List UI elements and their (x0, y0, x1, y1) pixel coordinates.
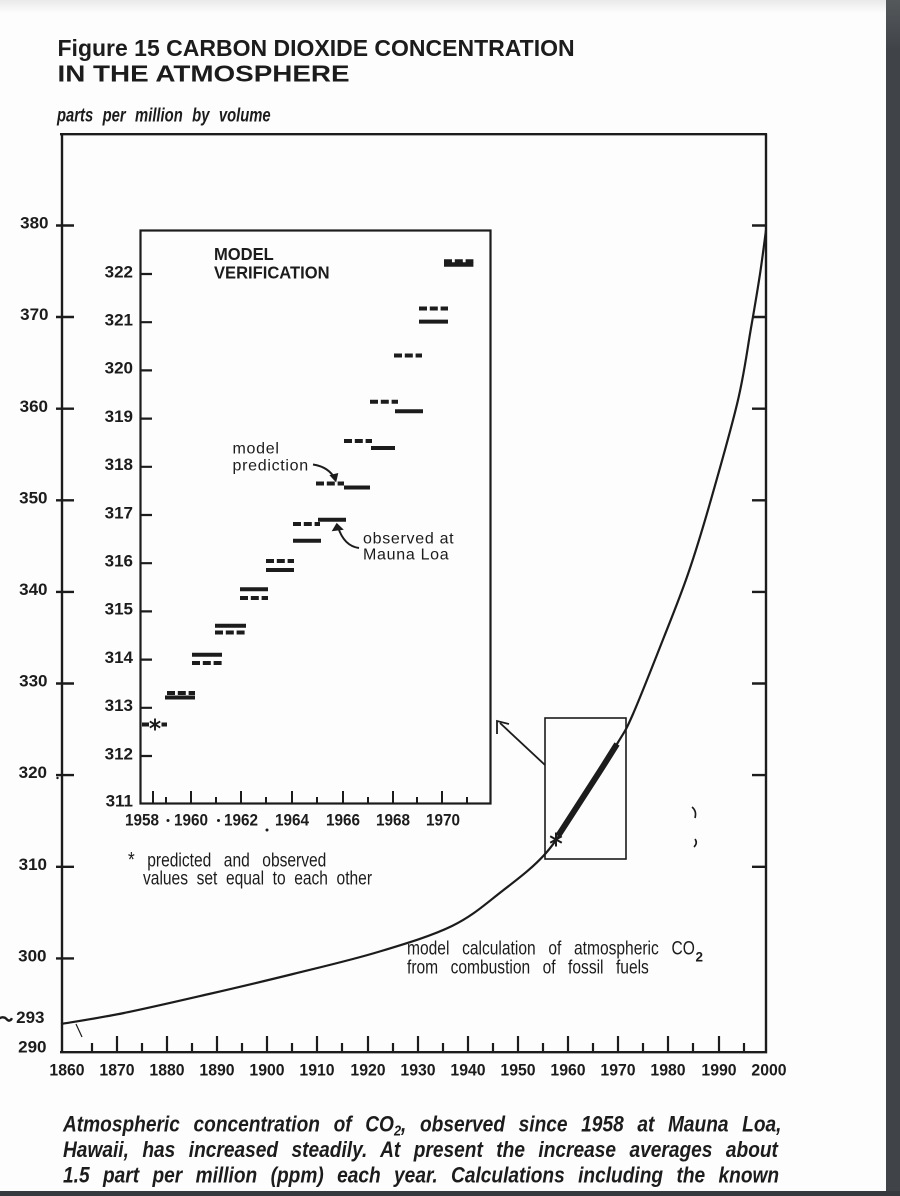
svg-text:1.5 part per million (ppm) eac: 1.5 part per million (ppm) each year. Ca… (63, 1163, 779, 1188)
svg-text:Atmospheric concentration of C: Atmospheric concentration of CO2, observ… (62, 1112, 781, 1139)
svg-text:VERIFICATION: VERIFICATION (214, 262, 330, 283)
svg-text:1962: 1962 (224, 811, 258, 830)
svg-text:MODEL: MODEL (214, 243, 274, 264)
svg-text:300: 300 (18, 947, 46, 966)
svg-text:316: 316 (105, 552, 133, 571)
svg-text:360: 360 (20, 397, 48, 416)
svg-text:values set equal to each other: values set equal to each other (143, 867, 372, 889)
svg-text:1960: 1960 (174, 811, 208, 830)
svg-text:290: 290 (18, 1038, 46, 1057)
svg-text:319: 319 (105, 407, 133, 426)
svg-text:370: 370 (20, 305, 48, 324)
svg-text:1964: 1964 (275, 811, 309, 830)
svg-text:1958: 1958 (125, 811, 159, 830)
svg-text:320: 320 (105, 359, 133, 378)
svg-text:312: 312 (105, 744, 133, 763)
svg-text:1910: 1910 (299, 1061, 334, 1080)
svg-text:from combustion of fossil fuel: from combustion of fossil fuels (407, 956, 649, 978)
svg-text:parts per million by volume: parts per million by volume (56, 105, 271, 126)
svg-text:2000: 2000 (751, 1061, 786, 1080)
svg-text:Figure 15 CARBON DIOXIDE CONCE: Figure 15 CARBON DIOXIDE CONCENTRATION (58, 35, 575, 61)
svg-text:model calculation of atmospher: model calculation of atmospheric CO (407, 937, 695, 959)
svg-text:1890: 1890 (199, 1061, 234, 1080)
svg-text:Hawaii, has increased steadily: Hawaii, has increased steadily. At prese… (63, 1138, 779, 1163)
svg-text:340: 340 (19, 580, 47, 599)
svg-text:1970: 1970 (600, 1061, 635, 1080)
svg-text:1950: 1950 (500, 1061, 535, 1080)
svg-text:1880: 1880 (149, 1061, 184, 1080)
svg-text:315: 315 (105, 600, 133, 619)
svg-text:318: 318 (105, 455, 133, 474)
svg-text:320: 320 (19, 763, 47, 782)
svg-text:1990: 1990 (701, 1061, 736, 1080)
svg-text:1900: 1900 (249, 1061, 284, 1080)
svg-text:321: 321 (105, 311, 133, 330)
svg-text:293: 293 (16, 1008, 44, 1027)
svg-text:317: 317 (105, 503, 133, 522)
svg-text:1960: 1960 (550, 1061, 585, 1080)
svg-text:313: 313 (105, 696, 133, 715)
svg-text:310: 310 (19, 855, 47, 874)
svg-text:IN THE ATMOSPHERE: IN THE ATMOSPHERE (58, 61, 350, 86)
svg-text:prediction: prediction (233, 457, 309, 474)
svg-text:311: 311 (106, 792, 133, 811)
svg-text:1870: 1870 (99, 1061, 134, 1080)
svg-text:1970: 1970 (426, 811, 460, 830)
svg-text:322: 322 (105, 262, 133, 281)
svg-text:model: model (233, 440, 280, 457)
svg-text:1966: 1966 (326, 811, 360, 830)
svg-text:1968: 1968 (376, 811, 410, 830)
svg-text:2: 2 (696, 950, 704, 965)
svg-text:380: 380 (20, 214, 48, 233)
svg-text:1860: 1860 (49, 1061, 84, 1080)
svg-text:314: 314 (105, 648, 134, 667)
svg-text:observed at: observed at (363, 531, 454, 548)
svg-text:1930: 1930 (400, 1061, 435, 1080)
svg-text:1920: 1920 (350, 1061, 385, 1080)
svg-text:* predicted and observed: * predicted and observed (128, 849, 326, 872)
svg-text:Mauna Loa: Mauna Loa (363, 547, 449, 564)
svg-text:350: 350 (19, 488, 47, 507)
svg-text:330: 330 (19, 672, 47, 691)
svg-text:1940: 1940 (450, 1061, 485, 1080)
svg-text:1980: 1980 (650, 1061, 685, 1080)
